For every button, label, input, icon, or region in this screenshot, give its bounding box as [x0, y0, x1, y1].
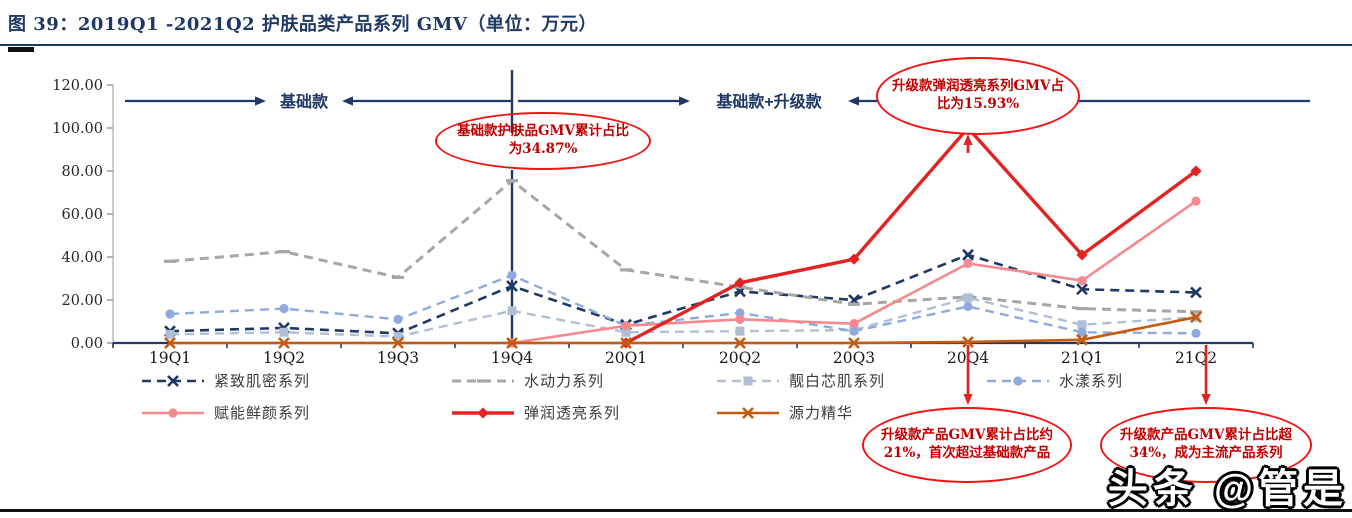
bottom-border: [0, 509, 1352, 512]
svg-text:40.00: 40.00: [61, 250, 103, 266]
series-6: [164, 311, 1202, 349]
y-axis: 0.00 20.00 40.00 60.00 80.00 100.00 120.00: [52, 78, 114, 352]
svg-text:60.00: 60.00: [61, 207, 103, 223]
svg-text:19Q3: 19Q3: [377, 349, 419, 367]
phase-label-basic: 基础款: [279, 92, 329, 111]
svg-text:120.00: 120.00: [52, 78, 103, 94]
phase-label-upgraded: 基础款+升级款: [715, 92, 822, 111]
svg-text:20Q1: 20Q1: [605, 349, 647, 367]
title-divider: [0, 44, 1352, 46]
annotation-bottom-left-ellipse: 升级款产品GMV累计占比约21%，首次超过基础款产品: [862, 407, 1072, 483]
series-5: [620, 122, 1202, 349]
annotation-mid-ellipse: 基础款护肤品GMV累计占比为34.87%: [435, 112, 651, 170]
title-divider-accent: [8, 47, 34, 52]
annotation-top-text: 升级款弹润透亮系列GMV占比为15.93%: [892, 78, 1064, 112]
figure-title: 图 39：2019Q1 -2021Q2 护肤品类产品系列 GMV（单位：万元）: [8, 14, 597, 35]
watermark: 头条 @管是: [1107, 467, 1348, 511]
annotation-bottom-left-text: 升级款产品GMV累计占比约21%，首次超过基础款产品: [881, 427, 1053, 461]
series-2: [165, 293, 1201, 342]
svg-text:19Q2: 19Q2: [263, 349, 305, 367]
series-1: [164, 178, 1202, 314]
annotation-bottom-right-ellipse: 升级款产品GMV累计占比超34%，成为主流产品系列: [1100, 407, 1312, 483]
svg-text:100.00: 100.00: [52, 121, 103, 137]
series-4: [507, 196, 1201, 348]
svg-text:20Q3: 20Q3: [833, 349, 875, 367]
annotation-bottom-right-text: 升级款产品GMV累计占比超34%，成为主流产品系列: [1120, 427, 1292, 461]
svg-text:19Q1: 19Q1: [149, 349, 191, 367]
x-axis: 19Q119Q219Q319Q420Q120Q220Q320Q421Q121Q2: [112, 341, 1254, 367]
svg-text:21Q2: 21Q2: [1175, 349, 1217, 367]
svg-text:20Q2: 20Q2: [719, 349, 761, 367]
annotation-top-ellipse: 升级款弹润透亮系列GMV占比为15.93%: [876, 57, 1080, 135]
svg-text:80.00: 80.00: [61, 164, 103, 180]
svg-text:21Q1: 21Q1: [1061, 349, 1103, 367]
annotation-mid-text: 基础款护肤品GMV累计占比为34.87%: [457, 123, 629, 157]
svg-text:19Q4: 19Q4: [491, 349, 533, 367]
svg-text:0.00: 0.00: [71, 336, 103, 352]
phase-arrows: 基础款 基础款+升级款: [125, 70, 1310, 343]
annotation-arrows: [963, 134, 1211, 405]
svg-text:20.00: 20.00: [61, 293, 103, 309]
